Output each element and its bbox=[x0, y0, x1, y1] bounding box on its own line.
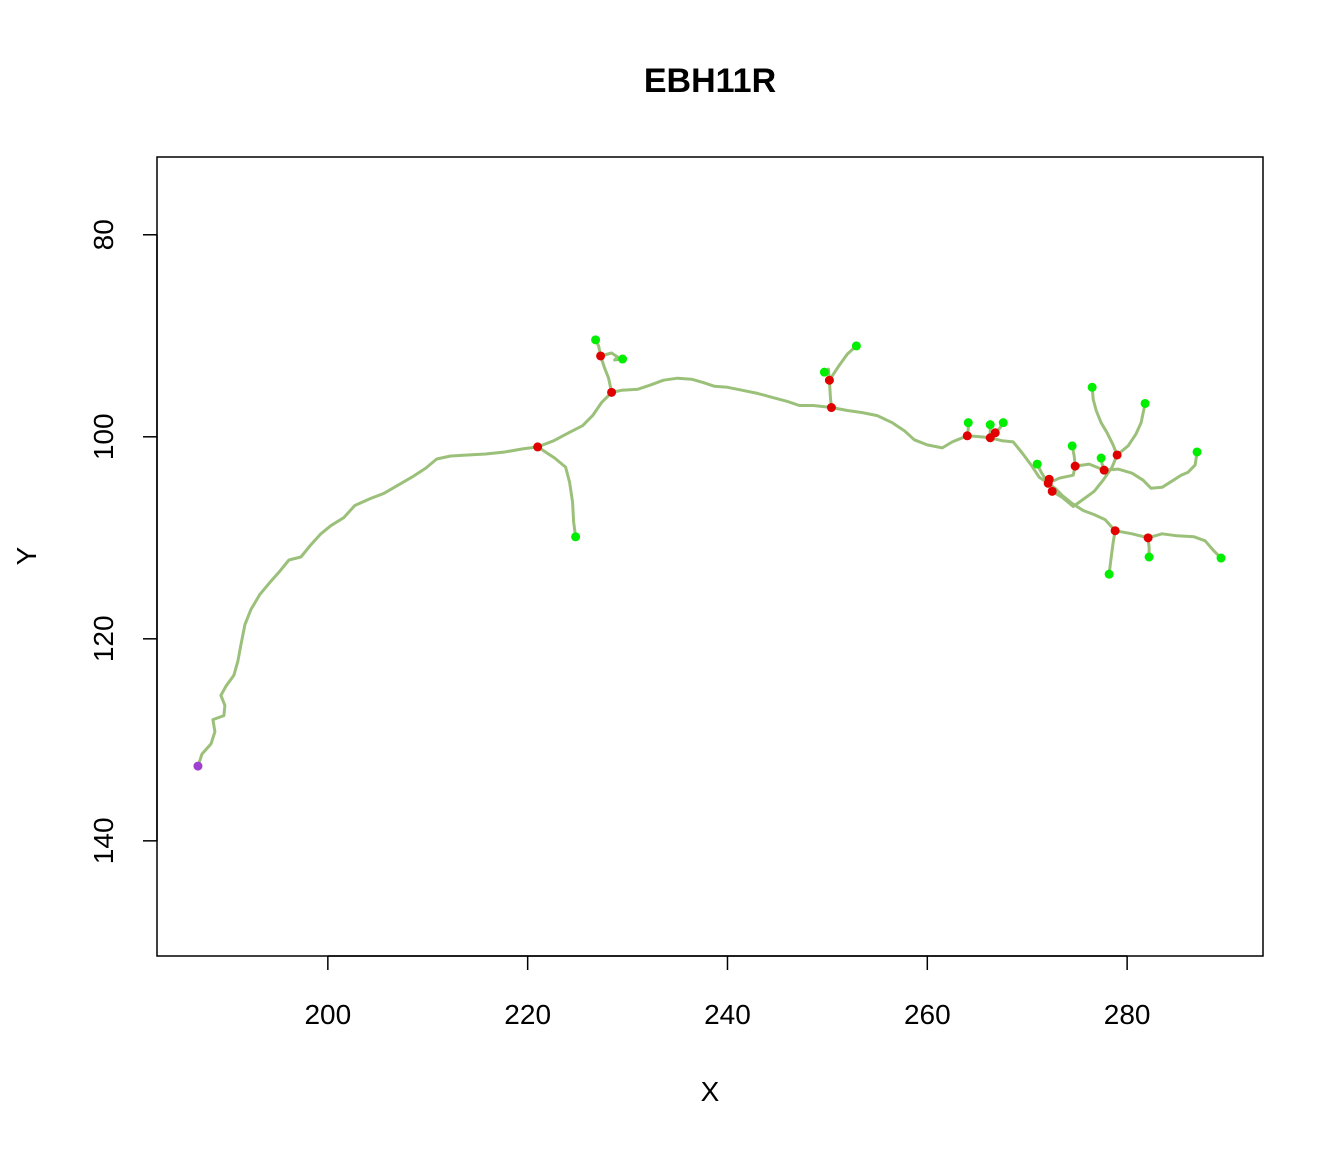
branch-point bbox=[962, 431, 972, 441]
trace-segment bbox=[829, 406, 969, 450]
trace-segment bbox=[196, 445, 540, 768]
x-tick-label: 280 bbox=[1104, 999, 1151, 1030]
point-markers bbox=[193, 335, 1226, 771]
branch-point bbox=[1070, 461, 1080, 471]
end-point bbox=[1216, 553, 1226, 563]
end-point bbox=[1104, 569, 1114, 579]
branch-point bbox=[607, 387, 617, 397]
trace-segment bbox=[1113, 529, 1150, 540]
end-point bbox=[985, 420, 995, 430]
trace-segment bbox=[1102, 450, 1199, 490]
y-tick-label: 140 bbox=[88, 817, 119, 864]
end-point bbox=[1032, 459, 1042, 469]
plot-frame bbox=[156, 156, 1264, 957]
trace-segment bbox=[1107, 529, 1117, 576]
branch-point bbox=[826, 403, 836, 413]
branch-point bbox=[990, 428, 1000, 438]
x-tick-label: 200 bbox=[304, 999, 351, 1030]
branch-point bbox=[1143, 533, 1153, 543]
x-axis: 200 220 240 260 280 bbox=[304, 955, 1151, 1030]
trace-segment bbox=[536, 390, 614, 449]
trace-segment bbox=[827, 344, 858, 382]
trace-segment bbox=[1146, 532, 1223, 560]
branch-point bbox=[824, 375, 834, 385]
root-point bbox=[193, 761, 203, 771]
chart-title: EBH11R bbox=[644, 62, 776, 100]
y-axis-label: Y bbox=[11, 546, 42, 565]
end-point bbox=[1067, 441, 1077, 451]
end-point bbox=[1087, 382, 1097, 392]
end-point bbox=[1192, 447, 1202, 457]
branch-point bbox=[1047, 486, 1057, 496]
end-point bbox=[819, 367, 829, 377]
end-point bbox=[998, 418, 1008, 428]
end-point bbox=[963, 418, 973, 428]
x-tick-label: 220 bbox=[504, 999, 551, 1030]
trace-segment bbox=[1046, 481, 1117, 533]
trace-segment bbox=[1046, 464, 1077, 485]
end-point bbox=[1140, 398, 1150, 408]
y-tick-label: 100 bbox=[88, 413, 119, 460]
x-axis-label: X bbox=[701, 1076, 720, 1107]
neuron-traces bbox=[196, 338, 1223, 768]
y-tick-label: 80 bbox=[88, 219, 119, 250]
end-point bbox=[571, 532, 581, 542]
x-tick-label: 260 bbox=[904, 999, 951, 1030]
end-point bbox=[591, 335, 601, 345]
branch-point bbox=[1112, 450, 1122, 460]
trace-segment bbox=[536, 445, 578, 539]
end-point bbox=[1144, 552, 1154, 562]
trace-segment bbox=[610, 376, 833, 409]
trace-segment bbox=[1090, 385, 1119, 457]
trace-segment bbox=[1050, 453, 1119, 508]
branch-point bbox=[596, 351, 606, 361]
branch-point bbox=[1099, 465, 1109, 475]
branch-point bbox=[533, 442, 543, 452]
trace-segment bbox=[599, 354, 614, 394]
end-point bbox=[618, 354, 628, 364]
end-point bbox=[851, 341, 861, 351]
trace-segment bbox=[599, 351, 625, 362]
branch-point bbox=[1110, 526, 1120, 536]
trace-segment bbox=[1073, 462, 1106, 472]
branch-point bbox=[1044, 474, 1054, 484]
y-axis: 80 100 120 140 bbox=[88, 219, 158, 864]
x-tick-label: 240 bbox=[704, 999, 751, 1030]
y-tick-label: 120 bbox=[88, 615, 119, 662]
trace-segment bbox=[1115, 402, 1147, 457]
trace-segment bbox=[988, 436, 1050, 485]
end-point bbox=[1096, 453, 1106, 463]
